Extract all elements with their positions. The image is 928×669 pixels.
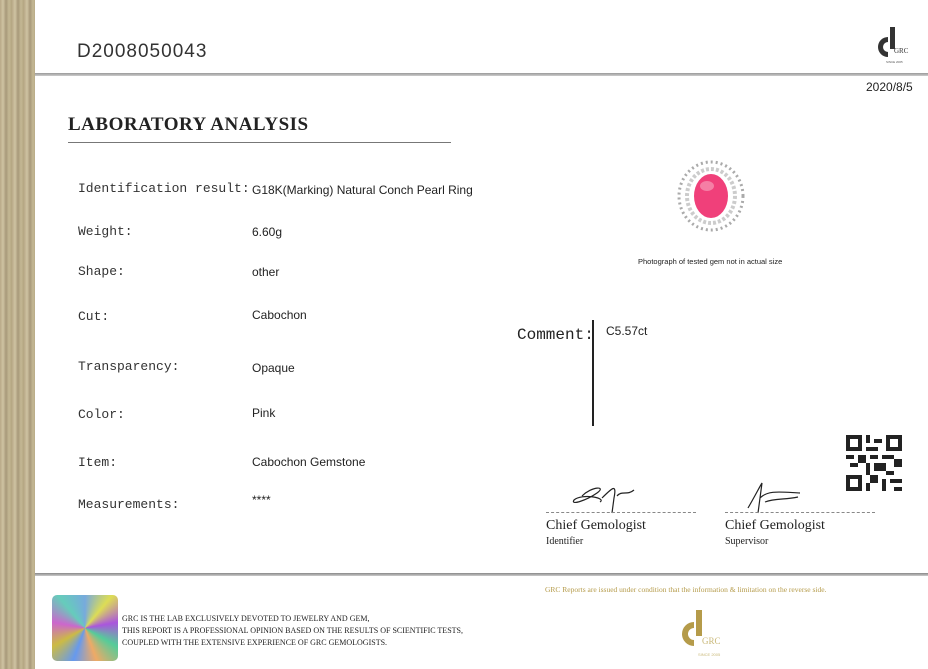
field-value-transparency: Opaque — [252, 361, 295, 375]
field-label-identification: Identification result: — [78, 181, 250, 196]
certificate-number: D2008050043 — [77, 41, 208, 62]
signature-role-supervisor: Supervisor — [725, 536, 769, 547]
svg-text:SINCE 2005: SINCE 2005 — [886, 60, 903, 64]
grc-logo-top: GRC SINCE 2005 — [878, 27, 909, 64]
field-value-color: Pink — [252, 406, 276, 420]
page-title: LABORATORY ANALYSIS — [68, 114, 309, 135]
field-value-shape: other — [252, 265, 280, 279]
signature-title-identifier: Chief Gemologist — [546, 518, 646, 533]
grc-logo-bottom: GRC SINCE 2005 — [682, 610, 721, 657]
photo-caption: Photograph of tested gem not in actual s… — [638, 257, 783, 266]
disclaimer-line: THIS REPORT IS A PROFESSIONAL OPINION BA… — [122, 626, 463, 635]
signature-supervisor — [747, 482, 801, 514]
field-value-weight: 6.60g — [252, 225, 283, 239]
field-value-measurements: **** — [252, 493, 271, 507]
field-label-weight: Weight: — [78, 224, 133, 239]
signature-role-identifier: Identifier — [546, 536, 584, 547]
field-label-transparency: Transparency: — [78, 359, 180, 374]
comment-value: C5.57ct — [606, 324, 648, 338]
report-date: 2020/8/5 — [866, 80, 913, 94]
hologram-seal — [52, 595, 118, 661]
signature-title-supervisor: Chief Gemologist — [725, 518, 825, 533]
field-value-identification: G18K(Marking) Natural Conch Pearl Ring — [252, 183, 473, 197]
svg-text:GRC: GRC — [702, 636, 721, 646]
comment-label: Comment: — [517, 326, 594, 344]
disclaimer: GRC IS THE LAB EXCLUSIVELY DEVOTED TO JE… — [122, 613, 463, 649]
svg-text:GRC: GRC — [894, 47, 909, 55]
reverse-side-notice: GRC Reports are issued under condition t… — [545, 585, 827, 594]
header-rule — [35, 73, 928, 76]
field-value-item: Cabochon Gemstone — [252, 455, 366, 469]
signature-line-supervisor — [725, 512, 875, 513]
disclaimer-line: COUPLED WITH THE EXTENSIVE EXPERIENCE OF… — [122, 638, 388, 647]
field-label-cut: Cut: — [78, 309, 110, 324]
signature-line-identifier — [546, 512, 696, 513]
comment-divider — [592, 320, 594, 426]
qr-code[interactable] — [846, 435, 902, 491]
field-label-color: Color: — [78, 407, 125, 422]
paper-edge — [0, 0, 35, 669]
svg-text:SINCE 2005: SINCE 2005 — [698, 652, 721, 657]
disclaimer-line: GRC IS THE LAB EXCLUSIVELY DEVOTED TO JE… — [122, 614, 370, 623]
field-label-item: Item: — [78, 455, 118, 470]
gem-photo — [677, 160, 745, 232]
field-label-shape: Shape: — [78, 264, 125, 279]
title-underline — [68, 142, 451, 143]
field-label-measurements: Measurements: — [78, 497, 180, 512]
signature-identifier — [572, 487, 635, 514]
footer-rule — [35, 573, 928, 576]
field-value-cut: Cabochon — [252, 308, 307, 322]
